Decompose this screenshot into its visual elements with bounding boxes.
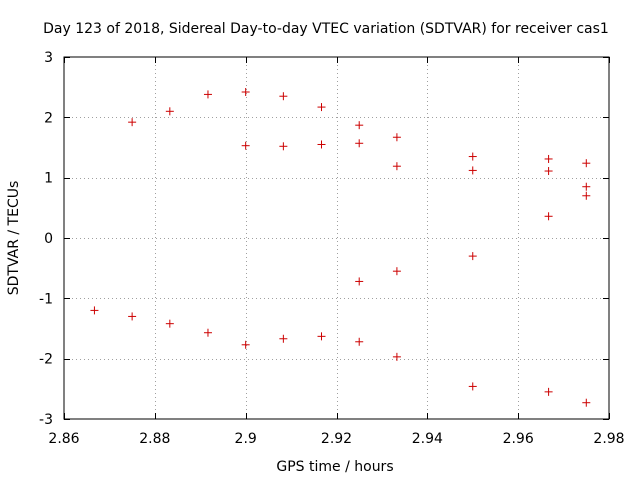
- data-point: [582, 398, 591, 407]
- data-point: [317, 103, 326, 112]
- y-tick-label: 1: [44, 171, 53, 187]
- data-point: [544, 212, 553, 221]
- y-axis-label: SDTVAR / TECUs: [6, 181, 22, 296]
- data-point: [279, 142, 288, 151]
- y-tick-labels: -3 -2 -1 0 1 2 3: [39, 50, 53, 428]
- data-point: [582, 182, 591, 191]
- y-tick-label: 3: [44, 50, 53, 66]
- data-point: [392, 267, 401, 276]
- data-point: [241, 340, 250, 349]
- data-point: [279, 334, 288, 343]
- data-point: [90, 306, 99, 315]
- data-point: [468, 252, 477, 261]
- data-point: [203, 90, 212, 99]
- data-point: [392, 162, 401, 171]
- data-point: [355, 139, 364, 148]
- data-point: [582, 191, 591, 200]
- x-tick-label: 2.86: [48, 431, 79, 447]
- data-point: [468, 382, 477, 391]
- chart-title: Day 123 of 2018, Sidereal Day-to-day VTE…: [43, 21, 609, 37]
- data-point: [582, 159, 591, 168]
- data-point: [544, 167, 553, 176]
- x-axis-label: GPS time / hours: [276, 459, 393, 475]
- x-tick-label: 2.98: [593, 431, 624, 447]
- y-tick-label: -3: [39, 412, 53, 428]
- x-tick-labels: 2.86 2.88 2.9 2.92 2.94 2.96 2.98: [48, 431, 624, 447]
- data-point: [355, 337, 364, 346]
- data-point: [317, 140, 326, 149]
- data-point: [392, 133, 401, 142]
- data-point: [279, 92, 288, 101]
- x-tick-label: 2.9: [235, 431, 257, 447]
- data-point: [128, 312, 137, 321]
- data-point: [355, 121, 364, 130]
- data-point: [165, 107, 174, 116]
- x-tick-label: 2.88: [139, 431, 170, 447]
- plot-frame: [63, 56, 610, 420]
- data-point: [128, 118, 137, 127]
- y-tick-label: -2: [39, 352, 53, 368]
- x-tick-label: 2.92: [321, 431, 352, 447]
- y-tick-label: -1: [39, 291, 53, 307]
- data-point: [241, 141, 250, 150]
- y-tick-label: 0: [44, 231, 53, 247]
- data-point: [468, 152, 477, 161]
- x-tick-label: 2.96: [503, 431, 534, 447]
- grid-lines: [64, 57, 609, 419]
- data-point: [203, 328, 212, 337]
- data-point: [544, 387, 553, 396]
- data-point: [355, 277, 364, 286]
- data-point: [317, 332, 326, 341]
- data-point: [165, 319, 174, 328]
- data-point: [392, 352, 401, 361]
- data-points: [90, 87, 591, 407]
- data-point: [241, 87, 250, 96]
- data-point: [544, 154, 553, 163]
- x-tick-label: 2.94: [412, 431, 443, 447]
- y-tick-label: 2: [44, 110, 53, 126]
- data-point: [468, 166, 477, 175]
